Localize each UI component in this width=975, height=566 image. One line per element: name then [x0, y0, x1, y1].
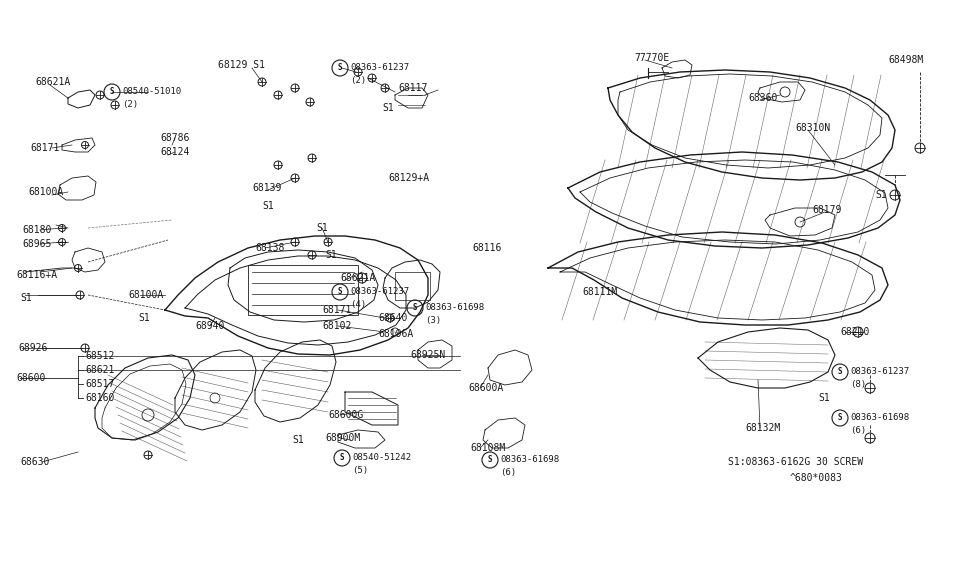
Text: 68108M: 68108M: [470, 443, 505, 453]
Text: S1: S1: [292, 435, 304, 445]
Text: 68940: 68940: [195, 321, 224, 331]
Text: 08363-61237: 08363-61237: [350, 288, 410, 297]
Text: 68621: 68621: [85, 365, 114, 375]
Text: 68926: 68926: [18, 343, 48, 353]
Text: 68600A: 68600A: [468, 383, 503, 393]
Text: 68116: 68116: [472, 243, 501, 253]
Text: S1:08363-6162G 30 SCREW: S1:08363-6162G 30 SCREW: [728, 457, 863, 467]
Text: 68100A: 68100A: [28, 187, 63, 197]
Text: 68600G: 68600G: [328, 410, 364, 420]
Text: 08363-61237: 08363-61237: [350, 63, 410, 72]
Text: S1: S1: [316, 223, 328, 233]
Text: 08363-61698: 08363-61698: [500, 456, 559, 465]
Text: 08540-51242: 08540-51242: [352, 453, 411, 462]
Text: S1: S1: [138, 313, 150, 323]
Text: S: S: [339, 453, 344, 462]
Text: (4): (4): [350, 299, 367, 308]
Text: 68111M: 68111M: [582, 287, 617, 297]
Text: 68517: 68517: [85, 379, 114, 389]
Text: 08540-51010: 08540-51010: [122, 88, 181, 96]
Text: 77770E: 77770E: [634, 53, 669, 63]
Text: 68640: 68640: [378, 313, 408, 323]
Bar: [248, 265, 358, 315]
Text: S1: S1: [325, 250, 336, 260]
Text: 68116+A: 68116+A: [16, 270, 58, 280]
Text: S: S: [337, 288, 342, 297]
Text: 68900M: 68900M: [325, 433, 360, 443]
Text: S1: S1: [382, 103, 394, 113]
Text: 68139: 68139: [252, 183, 282, 193]
Text: S: S: [838, 367, 842, 376]
Text: (2): (2): [350, 75, 367, 84]
Text: 68129 S1: 68129 S1: [218, 60, 265, 70]
Text: 68100A: 68100A: [128, 290, 163, 300]
Text: S: S: [412, 303, 417, 312]
Text: S1: S1: [875, 190, 886, 200]
Text: S: S: [838, 414, 842, 422]
Text: 68171: 68171: [322, 305, 351, 315]
Text: ^680*0083: ^680*0083: [790, 473, 842, 483]
Text: 08363-61237: 08363-61237: [850, 367, 909, 376]
Text: (3): (3): [425, 315, 441, 324]
Text: 68196A: 68196A: [378, 329, 413, 339]
Text: 68925N: 68925N: [410, 350, 446, 360]
Text: (6): (6): [500, 468, 516, 477]
Text: 68210: 68210: [840, 327, 870, 337]
Text: S1: S1: [20, 293, 32, 303]
Text: 68124: 68124: [160, 147, 189, 157]
Text: 68630: 68630: [20, 457, 50, 467]
Text: 68621A: 68621A: [35, 77, 70, 87]
Text: S1: S1: [262, 201, 274, 211]
Text: 68360: 68360: [748, 93, 777, 103]
Text: 68160: 68160: [85, 393, 114, 403]
Text: 68512: 68512: [85, 351, 114, 361]
Text: (2): (2): [122, 100, 138, 109]
Text: 68102: 68102: [322, 321, 351, 331]
Text: S1: S1: [818, 393, 830, 403]
Text: 68117: 68117: [398, 83, 427, 93]
Text: 68600: 68600: [16, 373, 46, 383]
Text: 08363-61698: 08363-61698: [850, 414, 909, 422]
Text: S: S: [109, 88, 114, 96]
Text: S: S: [337, 63, 342, 72]
Text: 68498M: 68498M: [888, 55, 923, 65]
Text: (8): (8): [850, 379, 866, 388]
Text: (5): (5): [352, 465, 369, 474]
Text: 68621A: 68621A: [340, 273, 375, 283]
Text: 68786: 68786: [160, 133, 189, 143]
Text: 68129+A: 68129+A: [388, 173, 429, 183]
Text: 68965: 68965: [22, 239, 52, 249]
Text: 68310N: 68310N: [795, 123, 831, 133]
Text: S: S: [488, 456, 492, 465]
Text: 68171: 68171: [30, 143, 59, 153]
Bar: [395, 272, 430, 300]
Text: 68138: 68138: [255, 243, 285, 253]
Text: 68179: 68179: [812, 205, 841, 215]
Text: 08363-61698: 08363-61698: [425, 303, 485, 312]
Text: 68180: 68180: [22, 225, 52, 235]
Text: 68132M: 68132M: [745, 423, 780, 433]
Text: (6): (6): [850, 426, 866, 435]
